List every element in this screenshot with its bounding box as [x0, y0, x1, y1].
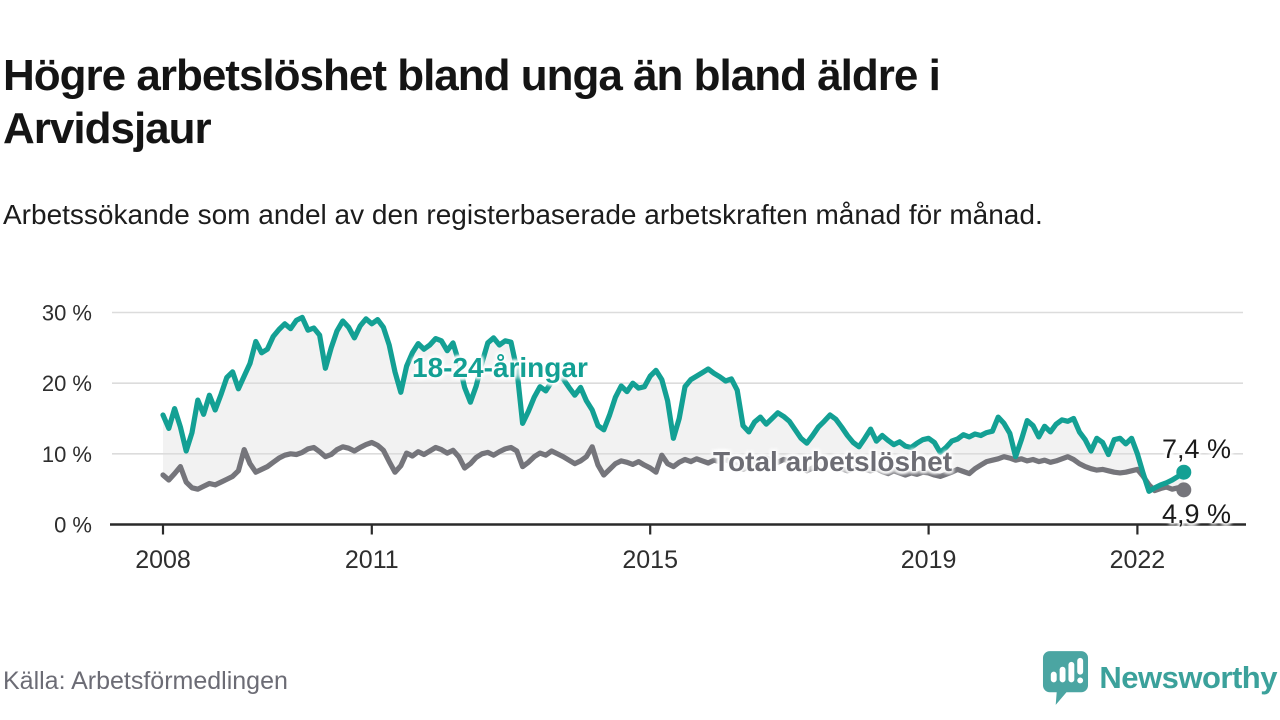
end-dot-Total arbetslöshet: [1176, 482, 1192, 498]
x-tick-label-2015: 2015: [622, 546, 678, 574]
end-value-label-youth: 7,4 %: [1162, 434, 1232, 464]
page-title: Högre arbetslöshet bland unga än bland ä…: [3, 51, 941, 154]
x-tick-label-2019: 2019: [901, 546, 957, 574]
y-tick-label-10: 10 %: [42, 442, 92, 467]
end-value-label-total: 4,9 %: [1162, 499, 1232, 529]
newsworthy-logo: Newsworthy: [1042, 648, 1277, 708]
y-tick-label-0: 0 %: [54, 513, 92, 538]
x-tick-label-2011: 2011: [345, 546, 399, 574]
y-tick-label-20: 20 %: [42, 371, 92, 396]
x-tick-label-2008: 2008: [135, 546, 191, 574]
chart-subtitle: Arbetssökande som andel av den registerb…: [3, 199, 1043, 230]
x-tick-label-2022: 2022: [1110, 546, 1166, 574]
source-note: Källa: Arbetsförmedlingen: [3, 667, 288, 695]
line-18-24-åringar: [160, 314, 1187, 494]
newsworthy-logo-icon: [1043, 651, 1089, 705]
series-label-youth: 18-24-åringar: [412, 352, 588, 383]
series-label-total: Total arbetslöshet: [713, 446, 953, 477]
between-series-band: [163, 317, 1184, 492]
y-tick-label-30: 30 %: [42, 300, 92, 325]
line-Total arbetslöshet: [160, 439, 1187, 494]
newsworthy-wordmark: Newsworthy: [1099, 660, 1277, 695]
end-dot-18-24-åringar: [1176, 464, 1192, 480]
